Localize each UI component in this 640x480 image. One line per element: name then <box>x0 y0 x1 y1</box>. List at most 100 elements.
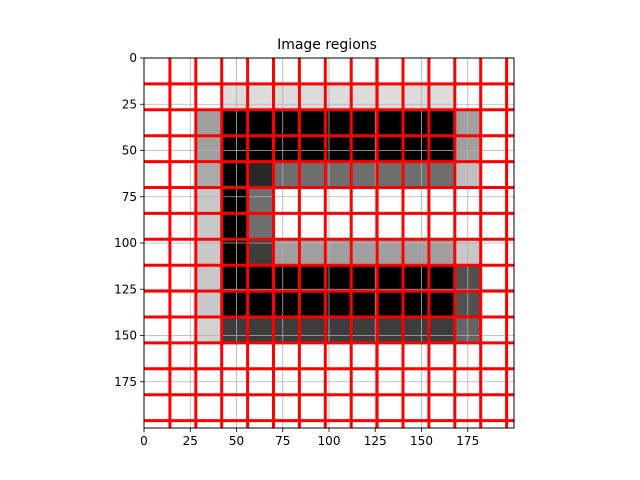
image-cell <box>351 265 378 292</box>
image-cell <box>195 109 222 136</box>
image-cell <box>403 161 430 188</box>
image-cell <box>195 161 222 188</box>
image-cell <box>377 161 404 188</box>
image-cell <box>221 83 248 111</box>
image-cell <box>247 135 274 162</box>
image-cell <box>428 317 456 344</box>
image-cell <box>299 135 326 162</box>
image-cell <box>247 213 274 240</box>
image-cell <box>351 135 378 162</box>
image-cell <box>325 317 352 344</box>
grid-lines <box>144 58 514 428</box>
image-cell <box>299 265 326 292</box>
image-cell <box>325 161 352 188</box>
image-cell <box>195 135 222 162</box>
image-cell <box>377 135 404 162</box>
image-cell <box>428 135 456 162</box>
chart-title: Image regions <box>277 37 377 53</box>
image-cell <box>247 317 274 344</box>
image-cell <box>299 239 326 266</box>
image-cell <box>403 265 430 292</box>
image-cell <box>325 83 352 111</box>
y-tick-label: 25 <box>122 97 137 111</box>
x-tick-label: 100 <box>318 434 341 448</box>
image-cell <box>428 291 456 318</box>
image-cell <box>273 291 300 318</box>
image-cell <box>221 265 248 292</box>
image-cell <box>403 109 430 136</box>
image-cell <box>377 291 404 318</box>
image-cell <box>195 291 222 318</box>
y-tick-label: 150 <box>114 329 137 343</box>
image-cell <box>428 265 456 292</box>
image-cell <box>299 83 326 111</box>
image-cell <box>221 239 248 266</box>
image-cell <box>325 291 352 318</box>
image-cell <box>299 291 326 318</box>
region-lines <box>144 58 514 428</box>
image-cell <box>351 317 378 344</box>
x-tick-label: 25 <box>183 434 198 448</box>
y-tick-label: 75 <box>122 190 137 204</box>
image-cell <box>247 161 274 188</box>
image-cell <box>351 83 378 111</box>
image-cells <box>195 83 481 344</box>
image-cell <box>273 317 300 344</box>
image-cell <box>403 291 430 318</box>
image-cell <box>351 109 378 136</box>
image-cell <box>299 109 326 136</box>
image-cell <box>428 109 456 136</box>
image-cell <box>403 83 430 111</box>
image-cell <box>221 187 248 214</box>
image-cell <box>247 187 274 214</box>
image-cell <box>428 83 456 111</box>
image-cell <box>247 265 274 292</box>
image-cell <box>195 213 222 240</box>
image-cell <box>377 83 404 111</box>
y-tick-label: 125 <box>114 282 137 296</box>
image-cell <box>195 239 222 266</box>
y-tick-label: 0 <box>129 51 137 65</box>
image-cell <box>247 291 274 318</box>
x-tick-label: 75 <box>275 434 290 448</box>
image-cell <box>403 135 430 162</box>
image-cell <box>428 161 456 188</box>
image-cell <box>273 135 300 162</box>
image-cell <box>247 239 274 266</box>
image-cell <box>221 109 248 136</box>
image-cell <box>247 83 274 111</box>
x-tick-label: 0 <box>140 434 148 448</box>
image-cell <box>377 317 404 344</box>
image-cell <box>221 213 248 240</box>
y-tick-label: 100 <box>114 236 137 250</box>
image-cell <box>351 161 378 188</box>
image-cell <box>299 161 326 188</box>
x-axis: 0 25 50 75 100 125 150 175 <box>140 428 479 448</box>
image-cell <box>221 317 248 344</box>
image-cell <box>325 239 352 266</box>
image-cell <box>273 239 300 266</box>
image-cell <box>221 135 248 162</box>
y-tick-label: 50 <box>122 144 137 158</box>
image-cell <box>247 109 274 136</box>
image-cell <box>377 265 404 292</box>
image-cell <box>428 239 456 266</box>
y-tick-label: 175 <box>114 375 137 389</box>
image-cell <box>273 265 300 292</box>
image-cell <box>351 291 378 318</box>
image-cell <box>403 317 430 344</box>
image-cell <box>195 265 222 292</box>
image-cell <box>221 161 248 188</box>
y-axis: 0 25 50 75 100 125 150 175 <box>114 51 144 389</box>
image-cell <box>403 239 430 266</box>
image-cell <box>325 109 352 136</box>
x-tick-label: 175 <box>456 434 479 448</box>
image-cell <box>299 317 326 344</box>
image-cell <box>273 109 300 136</box>
image-cell <box>377 109 404 136</box>
image-cell <box>325 265 352 292</box>
image-cell <box>351 239 378 266</box>
image-cell <box>221 291 248 318</box>
x-tick-label: 150 <box>410 434 433 448</box>
